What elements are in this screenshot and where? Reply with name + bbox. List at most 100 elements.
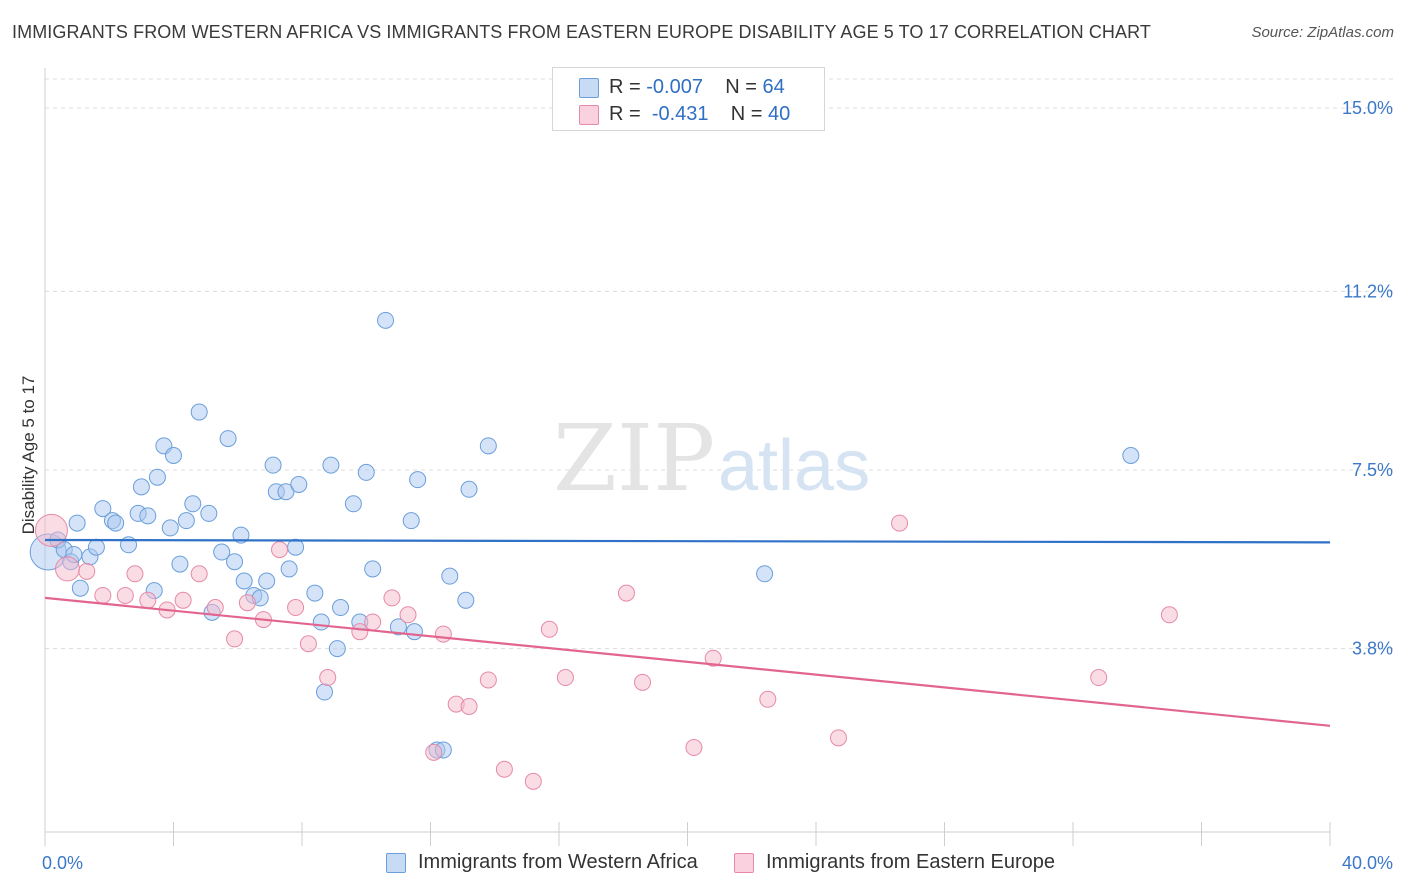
point-western-africa <box>344 495 362 513</box>
point-western-africa <box>322 456 340 474</box>
legend-n-value: 64 <box>762 76 785 98</box>
point-eastern-europe <box>495 760 513 778</box>
point-western-africa <box>290 475 308 493</box>
point-western-africa <box>132 478 150 496</box>
point-western-africa <box>479 437 497 455</box>
point-western-africa <box>107 514 125 532</box>
point-western-africa <box>219 430 237 448</box>
point-western-africa <box>165 447 182 464</box>
point-eastern-europe <box>685 739 703 757</box>
legend-r-label: R = <box>609 76 641 98</box>
x-tick-label: 0.0% <box>42 853 83 873</box>
point-western-africa <box>171 555 189 573</box>
point-eastern-europe <box>190 565 208 583</box>
point-eastern-europe <box>479 671 497 689</box>
y-tick-label: 15.0% <box>1342 98 1393 118</box>
point-western-africa <box>161 519 179 537</box>
point-western-africa <box>177 512 195 530</box>
source-label: Source: ZipAtlas.com <box>1251 24 1394 41</box>
point-western-africa <box>148 468 166 486</box>
point-western-africa <box>402 512 420 530</box>
point-western-africa <box>68 514 86 532</box>
point-eastern-europe <box>434 625 452 643</box>
point-western-africa <box>377 311 395 329</box>
point-western-africa <box>232 526 250 544</box>
series-swatch-pink <box>734 853 754 873</box>
point-eastern-europe <box>206 599 224 617</box>
y-tick-label: 7.5% <box>1352 460 1393 480</box>
point-western-africa <box>389 618 407 636</box>
series-label: Immigrants from Eastern Europe <box>766 851 1055 873</box>
point-western-africa <box>306 584 324 602</box>
x-tick-label: 40.0% <box>1342 853 1393 873</box>
trend-lines <box>44 538 1331 727</box>
point-western-africa <box>226 553 244 571</box>
point-eastern-europe <box>94 586 112 604</box>
point-western-africa <box>87 538 105 556</box>
watermark-zip: ZIP <box>553 405 715 512</box>
legend-r-label: R = <box>609 103 641 125</box>
point-western-africa <box>328 640 346 658</box>
correlation-legend: R = -0.007 N = 64 R = -0.431 N = 40 <box>552 67 825 131</box>
point-eastern-europe <box>271 541 289 559</box>
tick-labels: 3.8% 7.5% 11.2% 15.0% 0.0% 40.0% <box>42 98 1393 873</box>
point-eastern-europe <box>116 586 134 604</box>
point-eastern-europe <box>1160 606 1178 624</box>
point-eastern-europe <box>634 673 652 691</box>
point-western-africa <box>405 623 423 641</box>
point-eastern-europe <box>238 594 256 612</box>
point-western-africa <box>460 480 478 498</box>
point-western-africa <box>71 579 89 597</box>
legend-n-value: 40 <box>768 103 791 125</box>
point-eastern-europe <box>1090 669 1108 687</box>
point-eastern-europe <box>139 591 157 609</box>
y-tick-label: 11.2% <box>1343 281 1393 301</box>
point-eastern-europe <box>54 556 80 582</box>
data-points <box>29 311 1178 790</box>
point-western-africa <box>315 683 333 701</box>
point-western-africa <box>457 591 475 609</box>
point-western-africa <box>190 403 208 421</box>
point-eastern-europe <box>364 613 382 631</box>
point-eastern-europe <box>704 649 722 667</box>
point-western-africa <box>200 504 218 522</box>
point-eastern-europe <box>891 514 909 532</box>
point-western-africa <box>277 483 295 501</box>
point-eastern-europe <box>78 562 96 580</box>
point-eastern-europe <box>299 635 317 653</box>
point-eastern-europe <box>383 589 401 607</box>
legend-n-label: N = <box>725 76 757 98</box>
point-western-africa <box>312 613 330 631</box>
point-eastern-europe <box>351 623 369 641</box>
point-western-africa <box>756 565 774 583</box>
series-label: Immigrants from Western Africa <box>418 851 698 873</box>
point-eastern-europe <box>399 606 417 624</box>
legend-r-value: -0.431 <box>651 103 709 125</box>
point-western-africa <box>280 560 298 578</box>
point-eastern-europe <box>829 729 847 747</box>
point-eastern-europe <box>460 698 478 715</box>
point-eastern-europe <box>617 584 635 602</box>
trend-line-western-africa <box>44 538 1331 544</box>
point-eastern-europe <box>759 690 777 708</box>
point-western-africa <box>213 543 231 561</box>
point-western-africa <box>409 471 427 489</box>
chart-title: IMMIGRANTS FROM WESTERN AFRICA VS IMMIGR… <box>12 22 1152 42</box>
grid-lines <box>45 78 1394 650</box>
point-eastern-europe <box>174 591 192 609</box>
y-tick-label: 3.8% <box>1352 639 1393 659</box>
point-western-africa <box>139 507 157 525</box>
y-axis-label: Disability Age 5 to 17 <box>19 376 38 535</box>
point-western-africa <box>364 560 382 578</box>
point-eastern-europe <box>425 743 443 761</box>
point-eastern-europe <box>319 669 337 687</box>
legend-r-value: -0.007 <box>646 76 703 98</box>
watermark: ZIP atlas <box>553 405 870 512</box>
point-eastern-europe <box>34 513 68 547</box>
point-eastern-europe <box>556 669 574 687</box>
point-western-africa <box>258 572 276 590</box>
point-western-africa <box>441 567 459 585</box>
legend-n-label: N = <box>730 103 763 125</box>
legend-swatch-blue <box>579 78 599 98</box>
